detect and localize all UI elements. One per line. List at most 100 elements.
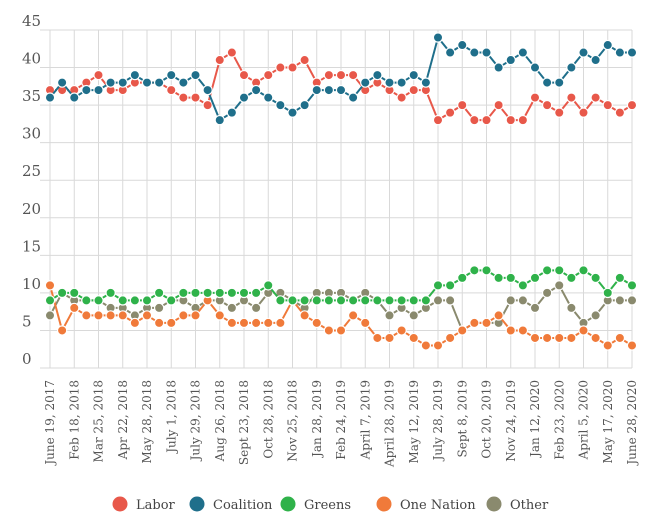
point-labor: [275, 62, 286, 73]
point-greens: [117, 295, 128, 306]
point-one-nation: [214, 310, 225, 321]
point-other: [541, 287, 553, 299]
point-coalition: [505, 54, 516, 66]
point-labor: [444, 107, 456, 118]
point-one-nation: [505, 325, 516, 336]
point-coalition: [614, 47, 626, 58]
point-greens: [602, 287, 613, 299]
point-labor: [517, 114, 529, 126]
point-labor: [505, 114, 516, 126]
legend: Labor Coalition Greens One Nation Other: [112, 496, 549, 513]
point-coalition: [226, 107, 238, 118]
point-greens: [481, 265, 492, 276]
point-one-nation: [493, 310, 504, 321]
point-coalition: [529, 62, 541, 73]
point-one-nation: [420, 340, 432, 351]
x-tick-label: Aug 26, 2018: [213, 380, 227, 462]
point-other: [384, 310, 395, 321]
point-coalition: [384, 77, 395, 88]
x-tick-label: Jan 28, 2019: [310, 380, 324, 459]
point-coalition: [69, 92, 80, 103]
point-greens: [505, 272, 516, 284]
point-coalition: [153, 77, 165, 88]
point-coalition: [554, 77, 565, 88]
x-tick-label: July 29, 2018: [189, 380, 203, 462]
legend-swatch-greens: [280, 496, 296, 512]
point-labor: [614, 107, 626, 118]
point-greens: [56, 287, 68, 299]
point-labor: [226, 47, 238, 58]
y-axis-ticks: 0 5 10 15 20 25 30 35 40 45: [22, 12, 41, 368]
series-greens: [44, 265, 638, 306]
point-one-nation: [444, 332, 456, 344]
x-tick-label: April 5, 2020: [577, 380, 591, 460]
point-one-nation: [578, 325, 589, 336]
point-labor: [626, 99, 638, 111]
y-tick-label: 15: [22, 237, 41, 255]
point-greens: [372, 295, 383, 306]
point-labor: [554, 107, 565, 118]
y-tick-label: 35: [22, 87, 41, 105]
point-coalition: [105, 77, 116, 88]
point-one-nation: [590, 332, 601, 344]
point-greens: [614, 272, 626, 284]
point-other: [566, 302, 577, 314]
point-coalition: [372, 69, 383, 81]
point-greens: [299, 295, 310, 306]
point-one-nation: [335, 325, 347, 336]
point-other: [432, 295, 444, 306]
point-greens: [566, 272, 577, 284]
point-greens: [517, 280, 529, 291]
y-tick-label: 20: [22, 200, 41, 218]
point-greens: [457, 272, 468, 284]
point-labor: [541, 99, 553, 111]
point-greens: [444, 280, 456, 291]
point-greens: [323, 295, 335, 306]
point-coalition: [44, 92, 56, 103]
point-one-nation: [44, 280, 56, 291]
point-one-nation: [384, 332, 395, 344]
point-one-nation: [541, 332, 553, 344]
point-greens: [214, 287, 225, 299]
x-tick-label: Oct 20, 2019: [480, 380, 494, 459]
point-coalition: [190, 69, 201, 81]
point-one-nation: [141, 310, 153, 321]
point-greens: [432, 280, 444, 291]
point-one-nation: [250, 317, 262, 329]
legend-item-other: Other: [486, 496, 549, 513]
point-one-nation: [178, 310, 189, 321]
point-coalition: [238, 92, 250, 103]
series-coalition: [44, 32, 638, 126]
point-coalition: [347, 92, 359, 103]
point-other: [505, 295, 516, 306]
point-greens: [153, 287, 165, 299]
point-coalition: [141, 77, 153, 88]
point-labor: [335, 69, 347, 81]
x-tick-label: June 28, 2020: [625, 380, 639, 467]
x-axis-ticks: June 19, 2017 Feb 18, 2018 Mar 25, 2018 Apr…: [43, 380, 639, 468]
point-labor: [529, 92, 541, 103]
point-greens: [311, 295, 322, 306]
point-coalition: [457, 39, 468, 51]
point-other: [408, 310, 419, 321]
point-one-nation: [347, 310, 359, 321]
point-labor: [408, 84, 419, 96]
y-tick-label: 30: [22, 125, 41, 143]
point-coalition: [311, 84, 322, 96]
point-coalition: [578, 47, 589, 58]
point-one-nation: [190, 310, 201, 321]
point-greens: [178, 287, 189, 299]
x-tick-label: Feb 23, 2020: [552, 380, 566, 460]
point-one-nation: [432, 340, 444, 351]
point-other: [226, 302, 238, 314]
point-greens: [93, 295, 104, 306]
x-tick-label: July 1, 2018: [164, 380, 178, 455]
point-one-nation: [517, 325, 529, 336]
point-one-nation: [129, 317, 141, 329]
point-greens: [275, 295, 286, 306]
x-tick-label: Feb 18, 2018: [67, 380, 81, 460]
point-greens: [263, 280, 274, 291]
legend-label-labor: Labor: [136, 498, 176, 513]
point-coalition: [287, 107, 298, 118]
point-greens: [578, 265, 589, 276]
